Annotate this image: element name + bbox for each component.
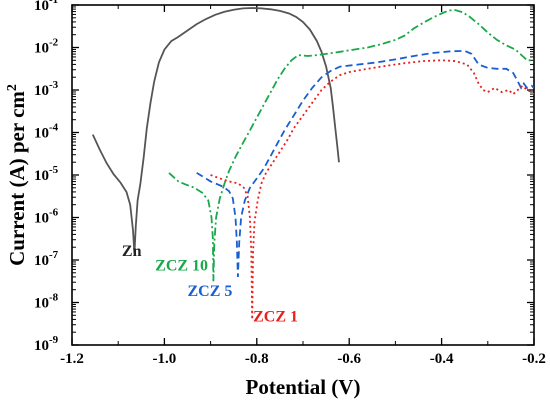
y-tick-label: 10-6 [34, 207, 59, 227]
series-line-zn [91, 7, 340, 254]
y-tick-label: 10-9 [34, 334, 59, 354]
x-tick-label: -0.2 [522, 351, 546, 367]
series-labels: Zn ZCZ 10 ZCZ 5 ZCZ 1 [122, 243, 298, 326]
series-label-zcz-5: ZCZ 5 [188, 283, 233, 300]
y-tick-label: 10-1 [34, 0, 58, 14]
series-label-zcz-10: ZCZ 10 [155, 258, 208, 275]
y-axis-title-sup: 2 [5, 84, 20, 91]
y-axis-title-main: Current (A) per cm [5, 91, 29, 266]
y-tick-label: 10-5 [34, 164, 59, 184]
series-label-zcz-1: ZCZ 1 [253, 309, 298, 326]
y-tick-label: 10-7 [34, 249, 59, 269]
y-axis: 10-9 10-8 10-7 10-6 10-5 10-4 10-3 10-2 10-1 [34, 0, 534, 354]
x-axis-title: Potential (V) [246, 375, 361, 399]
x-tick-label: -0.6 [337, 351, 361, 367]
y-axis-title: Current (A) per cm2 [5, 84, 29, 266]
x-tick-label: -0.8 [245, 351, 269, 367]
x-tick-label: -0.4 [430, 351, 454, 367]
y-tick-label: 10-4 [34, 122, 59, 142]
y-tick-label: 10-8 [34, 292, 59, 312]
x-tick-label: -1.2 [60, 351, 84, 367]
series-line-zcz-5 [196, 49, 534, 278]
x-axis: -1.2 -1.0 -0.8 -0.6 -0.4 -0.2 [60, 5, 546, 367]
series-layer [91, 7, 534, 320]
series-line-zcz-1 [210, 59, 534, 320]
y-tick-label: 10-2 [34, 37, 59, 57]
series-label-zn: Zn [122, 243, 142, 260]
y-tick-label: 10-3 [34, 79, 59, 99]
x-tick-label: -1.0 [153, 351, 177, 367]
series-line-zcz-10 [168, 9, 534, 282]
